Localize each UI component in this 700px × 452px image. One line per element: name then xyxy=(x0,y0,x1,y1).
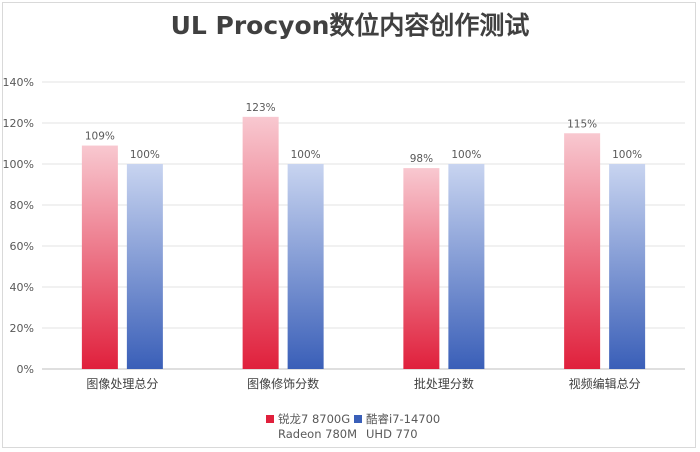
legend-label-series-1: 锐龙7 8700G xyxy=(278,412,351,426)
bar-series-2-3 xyxy=(448,164,485,369)
bar-series-1-3 xyxy=(403,168,440,369)
bar-series-1-4 xyxy=(564,133,601,369)
x-category-label: 视频编辑总分 xyxy=(569,376,641,391)
bar-series-2-1 xyxy=(126,164,163,369)
y-tick-label: 60% xyxy=(10,240,34,253)
legend-label-series-1-line2: Radeon 780M xyxy=(278,427,358,441)
x-category-label: 图像处理总分 xyxy=(86,377,158,391)
bar-series-1-2 xyxy=(242,116,279,369)
y-tick-label: 20% xyxy=(10,322,34,335)
data-label: 115% xyxy=(567,118,597,130)
legend-swatch-series-1 xyxy=(266,415,274,423)
legend-item-series-2: 酷睿i7-14700 UHD 770 xyxy=(354,412,440,442)
data-label: 100% xyxy=(451,149,481,161)
bar-series-1-1 xyxy=(81,145,118,369)
data-label: 100% xyxy=(291,149,321,161)
data-label: 100% xyxy=(612,149,642,161)
legend-swatch-series-2 xyxy=(354,415,362,423)
legend-label-series-2-line2: UHD 770 xyxy=(366,427,418,441)
y-tick-label: 80% xyxy=(10,199,34,212)
y-tick-label: 40% xyxy=(10,281,34,294)
y-tick-label: 120% xyxy=(3,117,34,130)
bar-series-2-2 xyxy=(287,164,324,369)
data-label: 100% xyxy=(130,149,160,161)
legend-item-series-1: 锐龙7 8700G Radeon 780M xyxy=(266,412,357,442)
data-label: 98% xyxy=(410,153,433,165)
legend-label-series-2: 酷睿i7-14700 xyxy=(366,412,441,426)
y-tick-label: 0% xyxy=(17,363,34,376)
data-label: 109% xyxy=(85,131,115,143)
legend: 锐龙7 8700G Radeon 780M 酷睿i7-14700 UHD 770 xyxy=(0,410,700,446)
data-label: 123% xyxy=(246,102,276,114)
bar-series-2-4 xyxy=(609,164,646,369)
x-category-label: 图像修饰分数 xyxy=(247,376,319,391)
x-category-label: 批处理分数 xyxy=(414,376,474,391)
chart-title: UL Procyon数位内容创作测试 xyxy=(170,11,530,40)
y-tick-label: 140% xyxy=(3,76,34,89)
y-tick-label: 100% xyxy=(3,158,34,171)
